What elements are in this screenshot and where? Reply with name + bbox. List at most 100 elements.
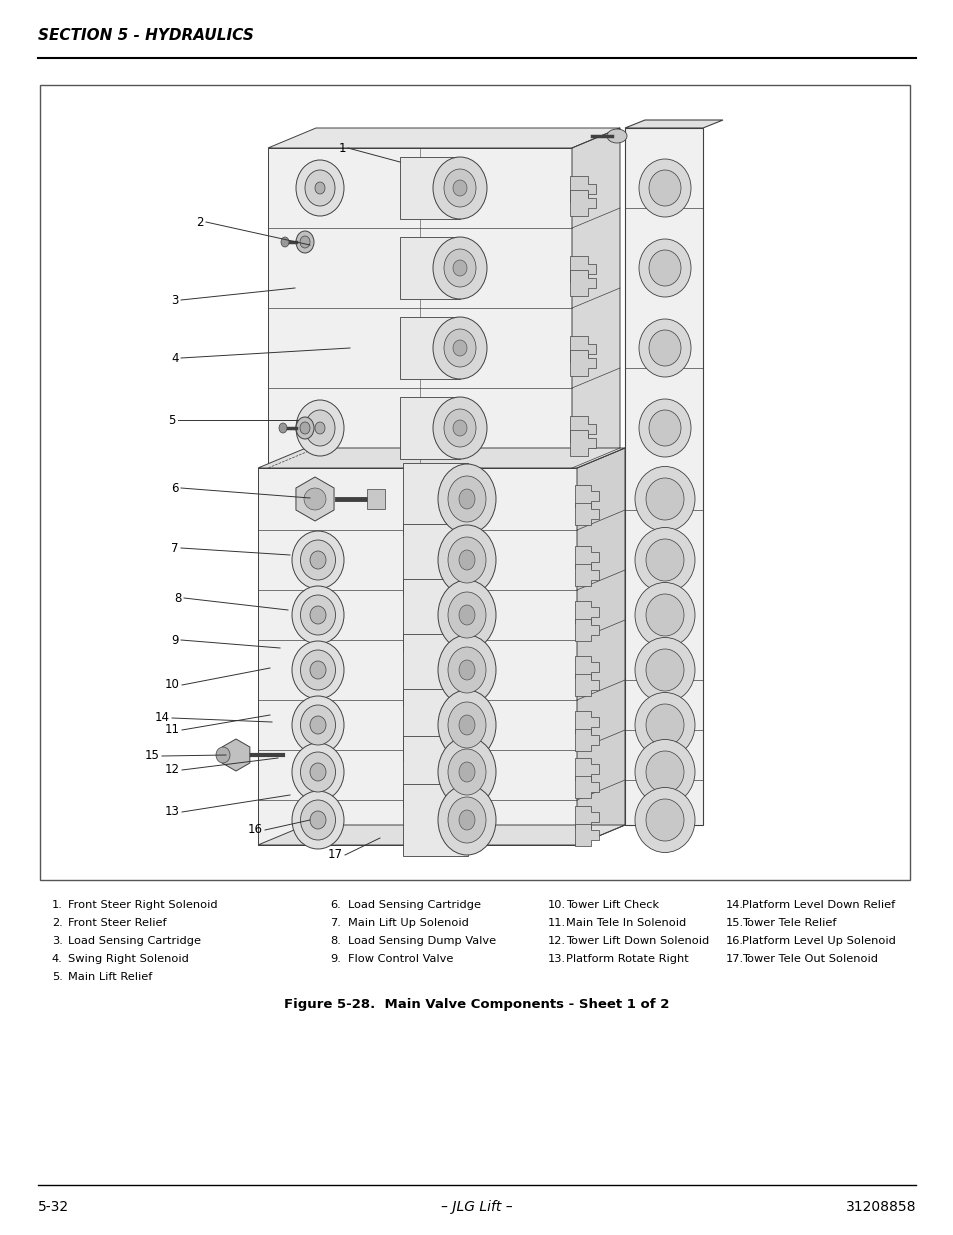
- Polygon shape: [569, 177, 596, 203]
- Text: 3.: 3.: [52, 936, 63, 946]
- Polygon shape: [569, 430, 596, 456]
- Bar: [367, 489, 385, 509]
- Ellipse shape: [443, 249, 476, 287]
- Ellipse shape: [448, 647, 485, 693]
- Polygon shape: [624, 120, 722, 128]
- Ellipse shape: [437, 580, 496, 650]
- Polygon shape: [575, 776, 598, 798]
- Ellipse shape: [295, 400, 344, 456]
- Text: 17.: 17.: [725, 953, 743, 965]
- Bar: [402, 634, 468, 706]
- Polygon shape: [572, 128, 619, 468]
- Ellipse shape: [639, 240, 690, 296]
- Text: Load Sensing Dump Valve: Load Sensing Dump Valve: [348, 936, 496, 946]
- Ellipse shape: [639, 399, 690, 457]
- Text: 5.: 5.: [52, 972, 63, 982]
- Text: – JLG Lift –: – JLG Lift –: [440, 1200, 513, 1214]
- Ellipse shape: [295, 231, 314, 253]
- Ellipse shape: [304, 488, 326, 510]
- Ellipse shape: [437, 635, 496, 705]
- Ellipse shape: [299, 236, 310, 248]
- Ellipse shape: [314, 422, 325, 433]
- Text: 12: 12: [164, 763, 179, 777]
- Text: Load Sensing Cartridge: Load Sensing Cartridge: [68, 936, 201, 946]
- Text: Tower Tele Relief: Tower Tele Relief: [741, 918, 836, 927]
- Text: Tower Lift Check: Tower Lift Check: [565, 900, 659, 910]
- Text: 4.: 4.: [52, 953, 63, 965]
- Ellipse shape: [310, 763, 326, 781]
- Polygon shape: [575, 619, 598, 641]
- Polygon shape: [575, 729, 598, 751]
- Text: SECTION 5 - HYDRAULICS: SECTION 5 - HYDRAULICS: [38, 28, 253, 43]
- Bar: [40, 85, 909, 881]
- Bar: [399, 237, 459, 299]
- Text: 15.: 15.: [725, 918, 743, 927]
- Text: Platform Level Down Relief: Platform Level Down Relief: [741, 900, 894, 910]
- Text: 9: 9: [172, 634, 178, 646]
- Ellipse shape: [292, 743, 344, 802]
- Ellipse shape: [295, 161, 344, 216]
- Text: 6.: 6.: [330, 900, 340, 910]
- Text: 12.: 12.: [547, 936, 565, 946]
- Bar: [268, 148, 572, 468]
- Ellipse shape: [448, 475, 485, 522]
- Text: Swing Right Solenoid: Swing Right Solenoid: [68, 953, 189, 965]
- Ellipse shape: [300, 540, 335, 580]
- Ellipse shape: [453, 420, 467, 436]
- Bar: [402, 524, 468, 597]
- Ellipse shape: [635, 788, 695, 852]
- Ellipse shape: [433, 157, 486, 219]
- Polygon shape: [577, 448, 624, 845]
- Polygon shape: [268, 128, 619, 148]
- Ellipse shape: [635, 583, 695, 647]
- Ellipse shape: [292, 697, 344, 755]
- Ellipse shape: [300, 800, 335, 840]
- Ellipse shape: [300, 752, 335, 792]
- Ellipse shape: [645, 538, 683, 580]
- Ellipse shape: [645, 799, 683, 841]
- Text: 15: 15: [145, 750, 159, 762]
- Text: 31208858: 31208858: [844, 1200, 915, 1214]
- Ellipse shape: [292, 641, 344, 699]
- Text: 1: 1: [338, 142, 345, 154]
- Polygon shape: [575, 503, 598, 525]
- Text: 13: 13: [164, 805, 179, 819]
- Bar: [402, 736, 468, 808]
- Ellipse shape: [458, 605, 475, 625]
- Polygon shape: [295, 477, 334, 521]
- Ellipse shape: [437, 785, 496, 855]
- Text: Main Tele In Solenoid: Main Tele In Solenoid: [565, 918, 685, 927]
- Ellipse shape: [639, 319, 690, 377]
- Polygon shape: [569, 336, 596, 362]
- Ellipse shape: [310, 551, 326, 569]
- Ellipse shape: [281, 237, 289, 247]
- Polygon shape: [575, 674, 598, 697]
- Text: 2: 2: [196, 215, 204, 228]
- Text: Load Sensing Cartridge: Load Sensing Cartridge: [348, 900, 480, 910]
- Polygon shape: [257, 825, 624, 845]
- Text: Main Lift Relief: Main Lift Relief: [68, 972, 152, 982]
- Ellipse shape: [635, 527, 695, 593]
- Ellipse shape: [300, 595, 335, 635]
- Ellipse shape: [310, 716, 326, 734]
- Ellipse shape: [648, 249, 680, 287]
- Text: 8: 8: [174, 592, 181, 604]
- Ellipse shape: [635, 740, 695, 804]
- Polygon shape: [222, 739, 250, 771]
- Polygon shape: [569, 270, 596, 296]
- Ellipse shape: [453, 340, 467, 356]
- Bar: [399, 317, 459, 379]
- Polygon shape: [569, 190, 596, 216]
- Bar: [402, 579, 468, 651]
- Ellipse shape: [448, 797, 485, 844]
- Text: 16.: 16.: [725, 936, 743, 946]
- Ellipse shape: [635, 467, 695, 531]
- Text: 6: 6: [172, 482, 178, 494]
- Text: 5-32: 5-32: [38, 1200, 69, 1214]
- Ellipse shape: [635, 637, 695, 703]
- Text: Platform Level Up Solenoid: Platform Level Up Solenoid: [741, 936, 895, 946]
- Text: 3: 3: [172, 294, 178, 306]
- Text: 2.: 2.: [52, 918, 63, 927]
- Ellipse shape: [645, 751, 683, 793]
- Ellipse shape: [453, 180, 467, 196]
